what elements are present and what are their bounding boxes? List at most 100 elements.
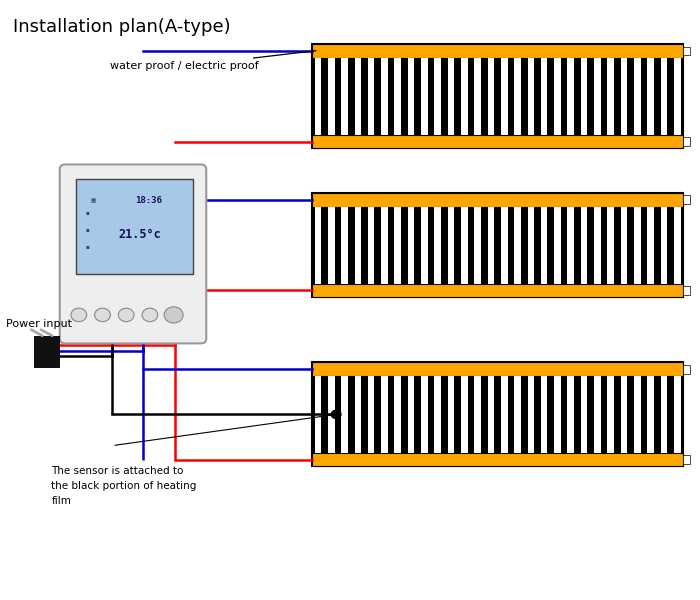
Bar: [381, 376, 388, 453]
Bar: [683, 455, 690, 464]
Bar: [407, 206, 414, 284]
Bar: [594, 376, 601, 453]
Circle shape: [164, 307, 183, 323]
Bar: [568, 376, 574, 453]
Bar: [394, 376, 401, 453]
Circle shape: [142, 308, 158, 322]
Bar: [475, 206, 481, 284]
Bar: [581, 206, 587, 284]
Bar: [541, 206, 547, 284]
Bar: [407, 58, 414, 135]
Bar: [368, 58, 374, 135]
Bar: [461, 58, 468, 135]
Bar: [381, 206, 388, 284]
Bar: [435, 376, 441, 453]
Bar: [328, 206, 335, 284]
Bar: [368, 206, 374, 284]
Bar: [312, 362, 683, 466]
Bar: [435, 206, 441, 284]
Text: water proof / electric proof: water proof / electric proof: [111, 50, 316, 71]
Bar: [528, 376, 534, 453]
Bar: [312, 453, 683, 466]
Bar: [581, 376, 587, 453]
Bar: [488, 58, 494, 135]
Bar: [354, 376, 361, 453]
Bar: [312, 362, 683, 376]
Bar: [435, 58, 441, 135]
Bar: [368, 376, 374, 453]
Bar: [312, 44, 683, 58]
Bar: [328, 58, 335, 135]
Bar: [648, 206, 654, 284]
Bar: [634, 206, 640, 284]
Bar: [448, 58, 454, 135]
Bar: [421, 206, 428, 284]
Bar: [421, 376, 428, 453]
Bar: [341, 58, 348, 135]
Bar: [514, 376, 521, 453]
Bar: [634, 376, 640, 453]
Bar: [683, 286, 690, 295]
Bar: [541, 58, 547, 135]
Bar: [683, 365, 690, 374]
Text: 21.5°c: 21.5°c: [119, 228, 162, 241]
Bar: [501, 206, 508, 284]
Bar: [488, 206, 494, 284]
Circle shape: [94, 308, 111, 322]
Circle shape: [331, 410, 341, 419]
Bar: [341, 376, 348, 453]
Bar: [683, 137, 690, 146]
Bar: [568, 58, 574, 135]
Bar: [634, 58, 640, 135]
Bar: [594, 58, 601, 135]
Bar: [354, 58, 361, 135]
Bar: [421, 58, 428, 135]
Bar: [314, 206, 321, 284]
Bar: [528, 206, 534, 284]
Bar: [448, 376, 454, 453]
Text: Installation plan(A-type): Installation plan(A-type): [13, 17, 231, 35]
Bar: [608, 58, 614, 135]
Bar: [314, 58, 321, 135]
Circle shape: [118, 308, 134, 322]
Bar: [448, 206, 454, 284]
Bar: [621, 376, 627, 453]
Bar: [312, 135, 683, 148]
Bar: [312, 284, 683, 297]
Bar: [76, 179, 193, 274]
Bar: [394, 206, 401, 284]
Bar: [554, 58, 561, 135]
Bar: [312, 193, 683, 206]
Bar: [528, 58, 534, 135]
Bar: [461, 206, 468, 284]
Bar: [328, 376, 335, 453]
Text: ▪: ▪: [86, 210, 90, 215]
Bar: [34, 335, 60, 368]
Bar: [621, 206, 627, 284]
Bar: [314, 376, 321, 453]
Bar: [674, 58, 680, 135]
Bar: [341, 206, 348, 284]
Bar: [488, 376, 494, 453]
Bar: [621, 58, 627, 135]
Bar: [354, 206, 361, 284]
Bar: [674, 206, 680, 284]
Bar: [683, 47, 690, 55]
Text: The sensor is attached to
the black portion of heating
film: The sensor is attached to the black port…: [51, 466, 197, 506]
Bar: [312, 44, 683, 148]
Text: ▪: ▪: [86, 227, 90, 232]
Bar: [541, 376, 547, 453]
Bar: [475, 376, 481, 453]
Bar: [648, 58, 654, 135]
Bar: [394, 58, 401, 135]
FancyBboxPatch shape: [60, 164, 206, 343]
Text: Power input: Power input: [6, 319, 72, 329]
Bar: [475, 58, 481, 135]
Bar: [501, 376, 508, 453]
Bar: [381, 58, 388, 135]
Bar: [594, 206, 601, 284]
Bar: [661, 58, 667, 135]
Text: ▦: ▦: [91, 198, 96, 203]
Text: 18:36: 18:36: [135, 196, 162, 205]
Circle shape: [71, 308, 87, 322]
